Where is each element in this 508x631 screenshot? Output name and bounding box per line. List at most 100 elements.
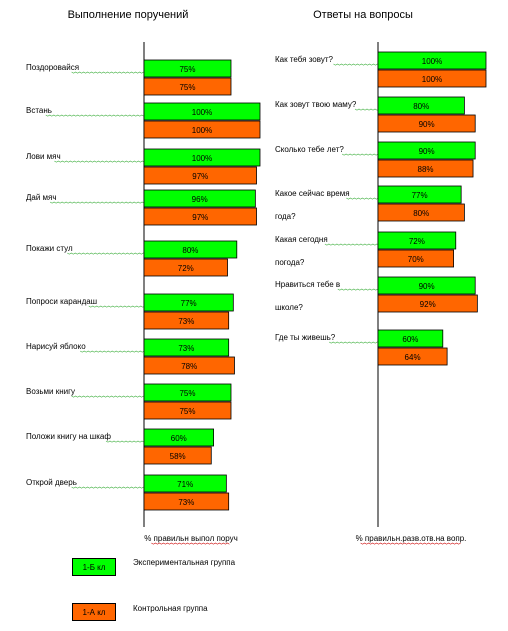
chart1-category-label: Положи книгу на шкаф [26,432,111,441]
chart1-bar-experimental [143,383,232,402]
chart1-data-label-experimental: 71% [177,480,193,489]
chart1-bar-experimental [143,59,232,78]
chart2-category-label: Сколько тебе лет? [275,145,344,154]
chart2-category-label: Как зовут твою маму? [275,100,357,109]
chart1-bar-experimental [143,189,256,208]
chart2-category-label: Где ты живешь? [275,333,336,342]
chart1-bar-experimental [143,102,261,121]
chart1-category-label: Лови мяч [26,152,61,161]
chart1-data-label-control: 73% [178,498,194,507]
chart1-bar-experimental [143,338,230,357]
chart1-category-label: Поздоровайся [26,63,79,72]
chart2-data-label-experimental: 77% [412,191,428,200]
chart2-data-label-experimental: 72% [409,237,425,246]
chart2-data-label-control: 88% [418,165,434,174]
chart2-data-label-control: 70% [408,255,424,264]
chart1-data-label-control: 97% [192,213,208,222]
chart1-data-label-experimental: 75% [179,65,195,74]
chart2-bar-control [377,294,478,313]
chart1-bar-control [143,120,261,139]
chart1-category-label: Открой дверь [26,478,77,487]
chart1-bar-control [143,446,212,465]
chart1-data-label-experimental: 60% [171,434,187,443]
chart1-data-label-experimental: 80% [182,246,198,255]
chart2-data-label-experimental: 90% [419,282,435,291]
chart1-bar-control [143,77,232,96]
chart1-data-label-experimental: 73% [178,344,194,353]
chart2-category-label: года? [275,212,296,221]
chart2-category-label: погода? [275,258,305,267]
chart1-bar-control [143,166,257,185]
chart1-bar-experimental [143,293,234,312]
chart1-data-label-experimental: 77% [181,299,197,308]
chart2-bar-experimental [377,276,476,295]
chart1-xlabel: % правильн выпол поруч [144,534,238,543]
chart2-data-label-control: 100% [422,75,442,84]
chart2-bar-experimental [377,96,465,115]
legend-swatch-experimental: 1-Б кл [72,558,116,576]
chart2-xlabel-underline [360,542,461,545]
chart1-bar-control [143,207,257,226]
chart1-data-label-control: 73% [178,317,194,326]
chart1-data-label-control: 75% [179,83,195,92]
chart2-category-label: Нравиться тебе в [275,280,340,289]
chart2-data-label-control: 80% [413,209,429,218]
chart2-bar-control [377,159,474,178]
chart1-title: Выполнение поручений [68,9,189,21]
chart2-bar-control [377,249,454,268]
chart2-bar-control [377,114,476,133]
chart1-data-label-control: 78% [181,362,197,371]
chart1-data-label-control: 97% [192,172,208,181]
chart1-data-label-control: 58% [170,452,186,461]
chart1-data-label-experimental: 75% [179,389,195,398]
chart1-category-label: Покажи стул [26,244,73,253]
chart2-category-label: Какое сейчас время [275,189,350,198]
chart1-bar-control [143,492,230,511]
legend-swatch-control: 1-А кл [72,603,116,621]
chart1-bar-control [143,258,228,277]
chart1-category-label: Попроси карандаш [26,297,97,306]
chart2-title: Ответы на вопросы [313,9,413,21]
legend-label-control: Контрольная группа [133,604,208,613]
chart1-category-label: Возьми книгу [26,387,75,396]
chart1-data-label-experimental: 100% [192,154,212,163]
chart2-bar-experimental [377,51,487,70]
chart2-bar-experimental [377,329,444,348]
chart1-bar-experimental [143,428,214,447]
chart2-data-label-control: 64% [405,353,421,362]
chart2-data-label-experimental: 90% [419,147,435,156]
chart1-data-label-experimental: 100% [192,108,212,117]
chart2-data-label-control: 90% [419,120,435,129]
chart2-category-label: Как тебя зовут? [275,55,333,64]
chart1-category-label: Дай мяч [26,193,57,202]
chart1-bar-experimental [143,240,238,259]
chart1-bar-experimental [143,474,227,493]
chart2-bar-control [377,69,487,88]
chart1-data-label-control: 72% [178,264,194,273]
chart2-xlabel: % правильн.разв.отв.на вопр. [356,534,467,543]
chart2-category-label: школе? [275,303,303,312]
chart2-category-label: Какая сегодня [275,235,328,244]
chart1-bar-control [143,311,230,330]
chart2-bar-control [377,203,465,222]
chart2-bar-experimental [377,185,462,204]
legend-label-experimental: Экспериментальная группа [133,558,236,567]
chart2-data-label-experimental: 100% [422,57,442,66]
chart2-data-label-experimental: 80% [413,102,429,111]
chart2-bar-experimental [377,231,457,250]
chart1-bar-experimental [143,148,261,167]
chart2-data-label-experimental: 60% [402,335,418,344]
chart2-bar-experimental [377,141,476,160]
chart1-category-label: Нарисуй яблоко [26,342,86,351]
chart1-data-label-control: 75% [179,407,195,416]
chart2-bar-control [377,347,448,366]
chart1-data-label-experimental: 96% [192,195,208,204]
chart1-bar-control [143,356,235,375]
chart1-data-label-control: 100% [192,126,212,135]
chart1-category-label: Встань [26,106,52,115]
chart1-bar-control [143,401,232,420]
chart1-xlabel-underline [151,542,230,545]
chart2-data-label-control: 92% [420,300,436,309]
